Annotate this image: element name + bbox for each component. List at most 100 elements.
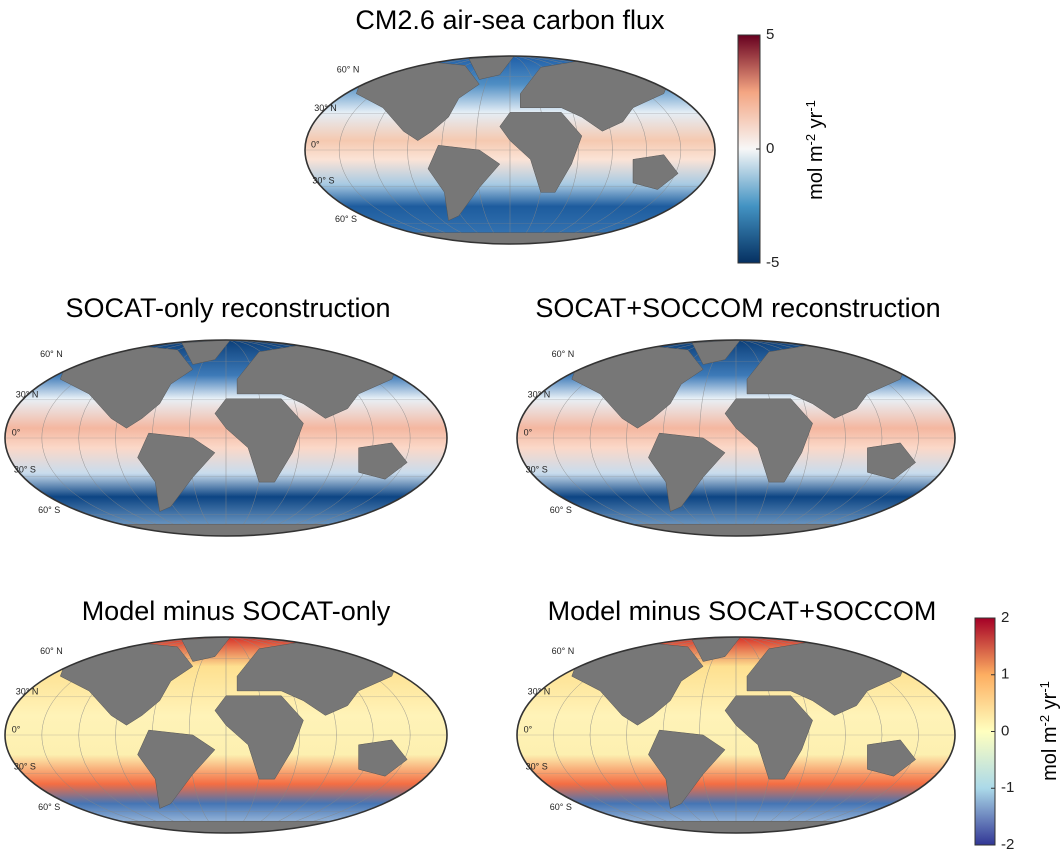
meridian: [115, 340, 337, 536]
lat-label: 60° N: [40, 646, 63, 656]
land: [648, 432, 726, 512]
land: [582, 820, 890, 833]
colorbar-tick-label: 1: [1001, 666, 1009, 683]
land: [571, 641, 704, 726]
label-part: yr: [805, 111, 827, 134]
land: [582, 523, 890, 536]
land: [355, 60, 480, 141]
panel-title: CM2.6 air-sea carbon flux: [355, 5, 665, 35]
map-frame: [304, 55, 716, 245]
land: [366, 232, 654, 244]
land: [214, 695, 304, 780]
panel-title: SOCAT+SOCCOM reconstruction: [535, 293, 940, 323]
land: [71, 820, 381, 833]
map-panel: SOCAT+SOCCOM reconstruction 60° N 30° N 0° 3…: [516, 293, 956, 537]
map-frame: [516, 339, 956, 537]
lat-label: 30° N: [314, 103, 337, 113]
land: [214, 398, 304, 483]
colorbar-tick-label: -5: [766, 254, 779, 271]
land: [358, 739, 408, 777]
land: [648, 729, 726, 809]
map-panel: Model minus SOCAT+SOCCOM 60° N 30° N 0° 30° …: [516, 596, 956, 834]
colorbar-tick-label: -2: [1001, 836, 1014, 852]
meridian: [78, 637, 374, 833]
map-frame: [4, 636, 448, 834]
land: [691, 340, 741, 365]
lat-label: 30° N: [528, 686, 551, 696]
lat-label: 30° S: [14, 465, 36, 475]
lat-label: 60° S: [38, 802, 60, 812]
land: [427, 145, 501, 221]
land: [181, 340, 231, 365]
map-frame: [4, 339, 448, 537]
label-part: mol m: [805, 145, 827, 199]
lat-label: 30° S: [14, 762, 36, 772]
meridian: [338, 56, 682, 244]
lat-label: 60° S: [550, 802, 572, 812]
lat-label: 0°: [12, 724, 21, 734]
lat-label: 30° N: [16, 686, 39, 696]
lat-label: 30° N: [16, 389, 39, 399]
land: [867, 739, 916, 777]
land: [867, 442, 916, 480]
panel-title: Model minus SOCAT-only: [82, 596, 391, 626]
map-panel: SOCAT-only reconstruction 60° N 30° N 0° 30°…: [4, 293, 448, 537]
colorbar-tick-label: 0: [766, 140, 774, 157]
map-panel: Model minus SOCAT-only 60° N 30° N 0° 30° S 6…: [4, 596, 448, 834]
lat-label: 30° S: [312, 175, 334, 185]
colorbar-tick-label: -1: [1001, 779, 1014, 796]
land: [724, 695, 813, 780]
meridian: [78, 340, 374, 536]
meridian: [589, 340, 883, 536]
map-body: [517, 637, 955, 833]
label-part: yr: [1039, 692, 1061, 715]
panel-title: SOCAT-only reconstruction: [65, 293, 390, 323]
land: [358, 442, 408, 480]
lat-label: 30° S: [526, 762, 548, 772]
land: [724, 398, 813, 483]
map-body: [5, 637, 447, 833]
lat-label: 30° N: [528, 389, 551, 399]
meridian: [115, 637, 337, 833]
colorbar-label: mol m-2 yr-1: [803, 100, 828, 200]
land: [571, 344, 704, 429]
land: [468, 56, 515, 80]
label-part: mol m: [1039, 726, 1061, 780]
meridian: [553, 637, 919, 833]
map-panel: CM2.6 air-sea carbon flux 60° N 30° N 0° 30°…: [304, 5, 716, 245]
colorbar-tick-label: 5: [766, 26, 774, 43]
meridian: [626, 340, 846, 536]
meridian: [41, 637, 411, 833]
label-exp: -1: [803, 100, 818, 112]
label-exp: -2: [1037, 715, 1052, 727]
land: [59, 641, 194, 726]
lat-label: 60° N: [552, 646, 575, 656]
meridian: [407, 56, 613, 244]
land: [59, 344, 194, 429]
lat-label: 0°: [12, 427, 21, 437]
land: [181, 637, 231, 662]
lat-label: 0°: [311, 140, 320, 150]
lat-label: 60° N: [552, 349, 575, 359]
map-body: [305, 56, 715, 244]
meridian: [373, 56, 647, 244]
land: [137, 432, 216, 512]
map-body: [517, 340, 955, 536]
colorbar-tick-label: 0: [1001, 722, 1009, 739]
land: [499, 112, 583, 193]
lat-label: 60° N: [40, 349, 63, 359]
map-body: [5, 340, 447, 536]
land: [137, 729, 216, 809]
label-exp: -2: [803, 134, 818, 146]
colorbar-label: mol m-2 yr-1: [1037, 681, 1062, 781]
label-exp: -1: [1037, 681, 1052, 693]
meridian: [41, 340, 411, 536]
lat-label: 60° S: [335, 214, 357, 224]
lat-label: 60° S: [550, 505, 572, 515]
lat-label: 0°: [524, 427, 533, 437]
meridian: [626, 637, 846, 833]
lat-label: 60° S: [38, 505, 60, 515]
land: [632, 154, 679, 190]
meridian: [553, 340, 919, 536]
